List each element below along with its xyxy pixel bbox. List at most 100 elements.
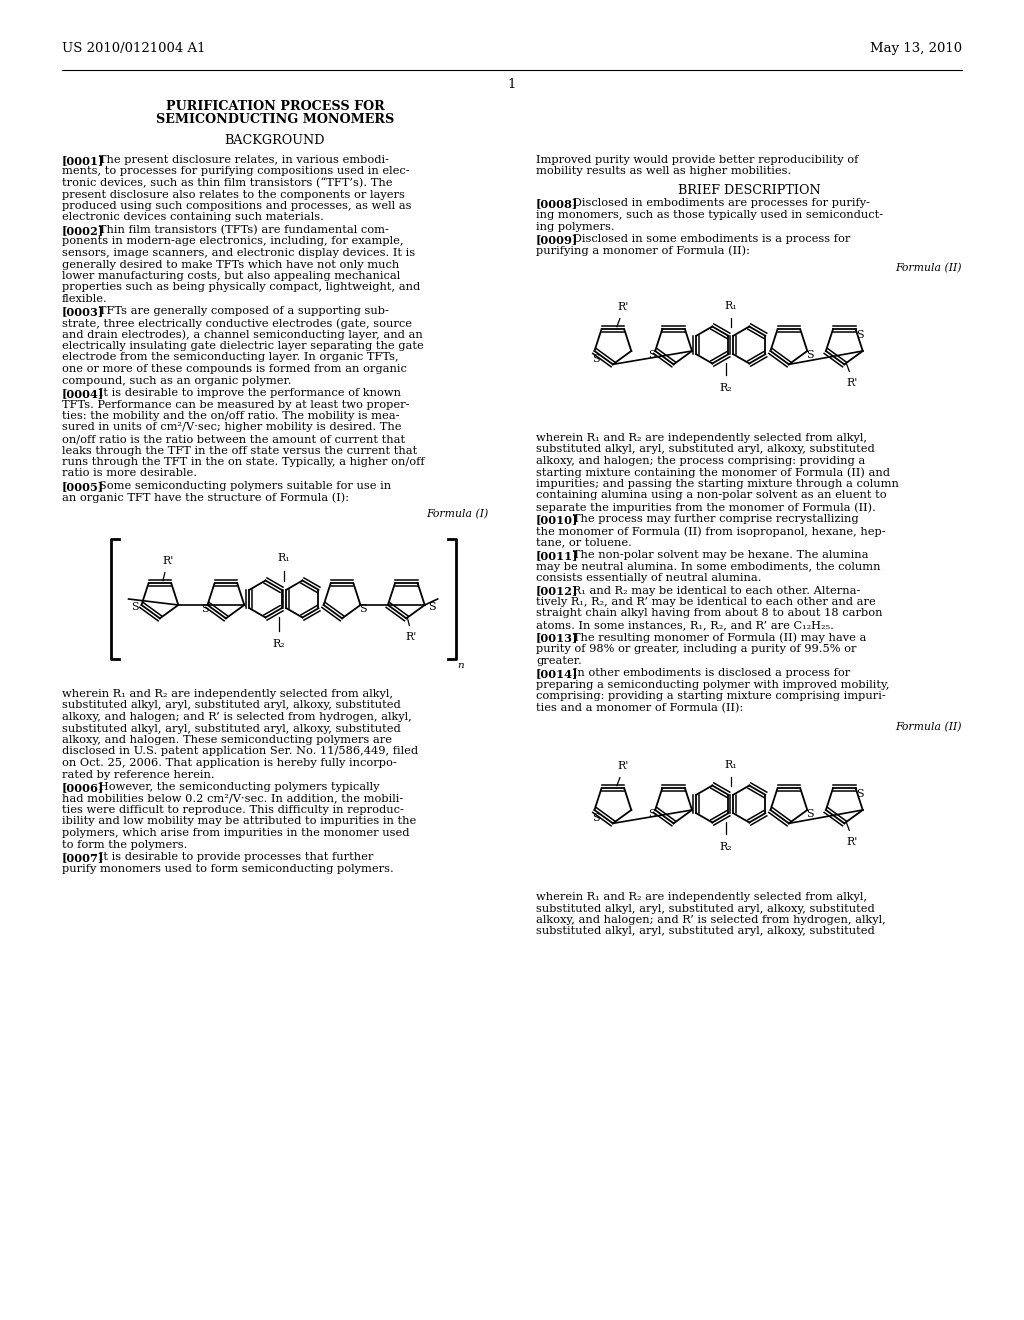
- Text: alkoxy, and halogen; the process comprising: providing a: alkoxy, and halogen; the process compris…: [536, 455, 865, 466]
- Text: ties were difficult to reproduce. This difficulty in reproduc-: ties were difficult to reproduce. This d…: [62, 805, 403, 814]
- Text: flexible.: flexible.: [62, 294, 108, 304]
- Text: straight chain alkyl having from about 8 to about 18 carbon: straight chain alkyl having from about 8…: [536, 609, 883, 619]
- Text: wherein R₁ and R₂ are independently selected from alkyl,: wherein R₁ and R₂ are independently sele…: [536, 433, 867, 444]
- Text: alkoxy, and halogen. These semiconducting polymers are: alkoxy, and halogen. These semiconductin…: [62, 735, 392, 744]
- Text: one or more of these compounds is formed from an organic: one or more of these compounds is formed…: [62, 364, 407, 374]
- Text: substituted alkyl, aryl, substituted aryl, alkoxy, substituted: substituted alkyl, aryl, substituted ary…: [536, 927, 874, 936]
- Text: [0007]: [0007]: [62, 851, 104, 863]
- Text: compound, such as an organic polymer.: compound, such as an organic polymer.: [62, 375, 292, 385]
- Text: runs through the TFT in the on state. Typically, a higher on/off: runs through the TFT in the on state. Ty…: [62, 457, 425, 467]
- Text: [0009]: [0009]: [536, 234, 579, 246]
- Text: lower manufacturing costs, but also appealing mechanical: lower manufacturing costs, but also appe…: [62, 271, 400, 281]
- Text: ing polymers.: ing polymers.: [536, 222, 614, 231]
- Text: The non-polar solvent may be hexane. The alumina: The non-polar solvent may be hexane. The…: [561, 550, 868, 560]
- Text: R₁: R₁: [725, 301, 737, 310]
- Text: The process may further comprise recrystallizing: The process may further comprise recryst…: [561, 515, 858, 524]
- Text: [0004]: [0004]: [62, 388, 104, 399]
- Text: S: S: [806, 809, 814, 818]
- Text: ties and a monomer of Formula (II):: ties and a monomer of Formula (II):: [536, 702, 743, 713]
- Text: S: S: [359, 605, 367, 614]
- Text: and drain electrodes), a channel semiconducting layer, and an: and drain electrodes), a channel semicon…: [62, 330, 423, 341]
- Text: had mobilities below 0.2 cm²/V·sec. In addition, the mobili-: had mobilities below 0.2 cm²/V·sec. In a…: [62, 793, 403, 804]
- Text: S: S: [131, 602, 138, 612]
- Text: SEMICONDUCTING MONOMERS: SEMICONDUCTING MONOMERS: [156, 114, 394, 125]
- Text: [0001]: [0001]: [62, 154, 104, 166]
- Text: tively R₁, R₂, and R’ may be identical to each other and are: tively R₁, R₂, and R’ may be identical t…: [536, 597, 876, 607]
- Text: Disclosed in embodiments are processes for purify-: Disclosed in embodiments are processes f…: [561, 198, 869, 209]
- Text: R₁ and R₂ may be identical to each other. Alterna-: R₁ and R₂ may be identical to each other…: [561, 586, 860, 595]
- Text: The resulting monomer of Formula (II) may have a: The resulting monomer of Formula (II) ma…: [561, 632, 866, 643]
- Text: Formula (I): Formula (I): [426, 510, 488, 519]
- Text: substituted alkyl, aryl, substituted aryl, alkoxy, substituted: substituted alkyl, aryl, substituted ary…: [62, 723, 400, 734]
- Text: Formula (II): Formula (II): [896, 722, 962, 733]
- Text: tronic devices, such as thin film transistors (“TFT’s). The: tronic devices, such as thin film transi…: [62, 178, 392, 189]
- Text: ing monomers, such as those typically used in semiconduct-: ing monomers, such as those typically us…: [536, 210, 883, 220]
- Text: S: S: [592, 354, 599, 363]
- Text: PURIFICATION PROCESS FOR: PURIFICATION PROCESS FOR: [166, 100, 384, 114]
- Text: S: S: [648, 809, 656, 818]
- Text: US 2010/0121004 A1: US 2010/0121004 A1: [62, 42, 206, 55]
- Text: TFTs are generally composed of a supporting sub-: TFTs are generally composed of a support…: [88, 306, 388, 317]
- Text: produced using such compositions and processes, as well as: produced using such compositions and pro…: [62, 201, 412, 211]
- Text: may be neutral alumina. In some embodiments, the column: may be neutral alumina. In some embodime…: [536, 561, 881, 572]
- Text: electrically insulating gate dielectric layer separating the gate: electrically insulating gate dielectric …: [62, 341, 424, 351]
- Text: to form the polymers.: to form the polymers.: [62, 840, 187, 850]
- Text: purity of 98% or greater, including a purity of 99.5% or: purity of 98% or greater, including a pu…: [536, 644, 856, 653]
- Text: S: S: [856, 330, 863, 341]
- Text: R': R': [847, 379, 858, 388]
- Text: R': R': [162, 556, 174, 566]
- Text: generally desired to make TFTs which have not only much: generally desired to make TFTs which hav…: [62, 260, 399, 269]
- Text: strate, three electrically conductive electrodes (gate, source: strate, three electrically conductive el…: [62, 318, 412, 329]
- Text: S: S: [428, 602, 435, 612]
- Text: wherein R₁ and R₂ are independently selected from alkyl,: wherein R₁ and R₂ are independently sele…: [62, 689, 393, 700]
- Text: [0011]: [0011]: [536, 550, 579, 561]
- Text: S: S: [592, 813, 599, 822]
- Text: [0006]: [0006]: [62, 781, 104, 793]
- Text: electronic devices containing such materials.: electronic devices containing such mater…: [62, 213, 324, 223]
- Text: on/off ratio is the ratio between the amount of current that: on/off ratio is the ratio between the am…: [62, 434, 406, 444]
- Text: starting mixture containing the monomer of Formula (II) and: starting mixture containing the monomer …: [536, 467, 890, 478]
- Text: alkoxy, and halogen; and R’ is selected from hydrogen, alkyl,: alkoxy, and halogen; and R’ is selected …: [62, 711, 412, 722]
- Text: [0003]: [0003]: [62, 306, 104, 318]
- Text: R': R': [406, 632, 417, 643]
- Text: disclosed in U.S. patent application Ser. No. 11/586,449, filed: disclosed in U.S. patent application Ser…: [62, 747, 418, 756]
- Text: rated by reference herein.: rated by reference herein.: [62, 770, 215, 780]
- Text: ibility and low mobility may be attributed to impurities in the: ibility and low mobility may be attribut…: [62, 817, 416, 826]
- Text: S: S: [856, 789, 863, 800]
- Text: substituted alkyl, aryl, substituted aryl, alkoxy, substituted: substituted alkyl, aryl, substituted ary…: [62, 701, 400, 710]
- Text: R₁: R₁: [278, 553, 290, 562]
- Text: R': R': [847, 837, 858, 847]
- Text: It is desirable to improve the performance of known: It is desirable to improve the performan…: [88, 388, 400, 399]
- Text: May 13, 2010: May 13, 2010: [869, 42, 962, 55]
- Text: containing alumina using a non-polar solvent as an eluent to: containing alumina using a non-polar sol…: [536, 491, 887, 500]
- Text: Some semiconducting polymers suitable for use in: Some semiconducting polymers suitable fo…: [88, 480, 391, 491]
- Text: TFTs. Performance can be measured by at least two proper-: TFTs. Performance can be measured by at …: [62, 400, 410, 409]
- Text: impurities; and passing the starting mixture through a column: impurities; and passing the starting mix…: [536, 479, 899, 488]
- Text: The present disclosure relates, in various embodi-: The present disclosure relates, in vario…: [88, 154, 388, 165]
- Text: S: S: [806, 350, 814, 360]
- Text: BACKGROUND: BACKGROUND: [224, 135, 326, 147]
- Text: preparing a semiconducting polymer with improved mobility,: preparing a semiconducting polymer with …: [536, 680, 890, 689]
- Text: R': R': [617, 302, 629, 312]
- Text: In other embodiments is disclosed a process for: In other embodiments is disclosed a proc…: [561, 668, 850, 678]
- Text: R₂: R₂: [720, 384, 732, 393]
- Text: [0013]: [0013]: [536, 632, 579, 644]
- Text: ments, to processes for purifying compositions used in elec-: ments, to processes for purifying compos…: [62, 166, 410, 177]
- Text: greater.: greater.: [536, 656, 582, 665]
- Text: present disclosure also relates to the components or layers: present disclosure also relates to the c…: [62, 190, 404, 199]
- Text: Thin film transistors (TFTs) are fundamental com-: Thin film transistors (TFTs) are fundame…: [88, 224, 388, 235]
- Text: Disclosed in some embodiments is a process for: Disclosed in some embodiments is a proce…: [561, 234, 850, 244]
- Text: comprising: providing a starting mixture comprising impuri-: comprising: providing a starting mixture…: [536, 690, 886, 701]
- Text: purify monomers used to form semiconducting polymers.: purify monomers used to form semiconduct…: [62, 863, 394, 874]
- Text: electrode from the semiconducting layer. In organic TFTs,: electrode from the semiconducting layer.…: [62, 352, 398, 363]
- Text: S: S: [648, 350, 656, 360]
- Text: [0012]: [0012]: [536, 586, 579, 597]
- Text: [0002]: [0002]: [62, 224, 104, 236]
- Text: Improved purity would provide better reproducibility of: Improved purity would provide better rep…: [536, 154, 858, 165]
- Text: an organic TFT have the structure of Formula (I):: an organic TFT have the structure of For…: [62, 492, 349, 503]
- Text: sensors, image scanners, and electronic display devices. It is: sensors, image scanners, and electronic …: [62, 248, 415, 257]
- Text: wherein R₁ and R₂ are independently selected from alkyl,: wherein R₁ and R₂ are independently sele…: [536, 892, 867, 902]
- Text: [0010]: [0010]: [536, 515, 579, 525]
- Text: leaks through the TFT in the off state versus the current that: leaks through the TFT in the off state v…: [62, 446, 417, 455]
- Text: properties such as being physically compact, lightweight, and: properties such as being physically comp…: [62, 282, 420, 293]
